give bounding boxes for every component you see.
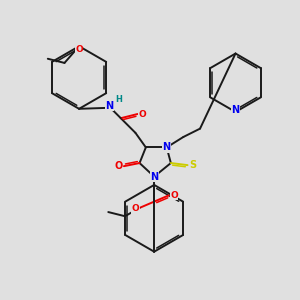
Text: H: H	[115, 95, 122, 104]
Text: O: O	[170, 191, 178, 200]
Text: N: N	[150, 172, 158, 182]
Text: O: O	[139, 110, 147, 118]
Text: N: N	[105, 101, 113, 111]
Text: O: O	[115, 161, 123, 171]
Text: O: O	[75, 45, 83, 54]
Text: S: S	[189, 160, 196, 170]
Text: O: O	[131, 204, 139, 213]
Text: N: N	[232, 105, 240, 115]
Text: N: N	[163, 142, 171, 152]
